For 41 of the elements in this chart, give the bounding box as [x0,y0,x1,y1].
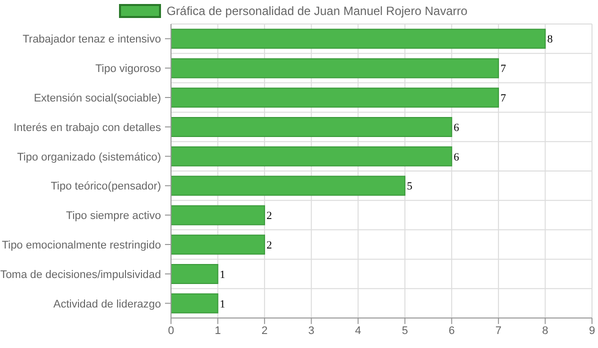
bar [171,58,499,78]
bar [171,293,218,314]
bar [171,116,452,137]
y-tick-label: Tipo organizado (sistemático) [17,151,161,164]
y-tick-label: Extensión social(sociable) [34,92,161,104]
x-tick-label: 0 [168,324,174,337]
bar [171,176,406,196]
x-tick-label: 3 [308,324,314,337]
x-tick-label: 5 [402,324,408,337]
x-tick-label: 2 [261,324,268,337]
data-label: 2 [266,210,272,222]
data-label: 8 [547,34,554,46]
bar [171,234,266,255]
y-tick-label: Tipo siempre activo [66,210,161,222]
data-label: 7 [500,63,506,76]
y-tick-label: Trabajador tenaz e intensivo [22,34,161,46]
bar [171,205,266,226]
legend-label: Gráfica de personalidad de Juan Manuel Rojero Navarro [166,4,468,18]
y-tick-label: Interés en trabajo con detalles [14,122,162,134]
y-tick-label: Toma de decisiones/impulsividad [0,268,161,281]
y-tick-label: Tipo emocionalmente restringido [2,240,161,252]
data-label: 7 [500,92,506,104]
data-label: 1 [220,298,226,310]
data-label: 5 [406,180,413,193]
data-label: 2 [266,239,272,252]
data-label: 1 [220,268,226,281]
data-label: 6 [454,151,460,164]
x-tick-label: 1 [214,324,221,337]
bar [171,264,218,284]
y-tick-label: Actividad de liderazgo [53,298,161,310]
data-label: 6 [454,122,460,134]
y-tick-label: Tipo vigoroso [95,63,161,76]
bar [171,146,452,166]
bar [171,28,546,49]
x-tick-label: 7 [495,324,502,337]
bar [171,88,499,108]
x-tick-label: 8 [542,324,548,337]
x-tick-label: 4 [355,324,362,337]
y-tick-label: Tipo teórico(pensador) [50,180,161,193]
x-tick-label: 6 [448,324,455,337]
x-tick-label: 9 [588,324,596,337]
